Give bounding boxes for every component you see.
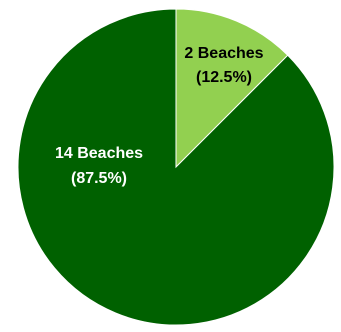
pie-slice [175,8,289,169]
pie-slice [17,8,335,326]
slice-percent-label: (12.5%) [196,69,252,86]
slice-label: 2 Beaches [184,45,263,62]
slice-percent-label: (87.5%) [71,170,127,187]
slice-label: 14 Beaches [55,145,143,162]
